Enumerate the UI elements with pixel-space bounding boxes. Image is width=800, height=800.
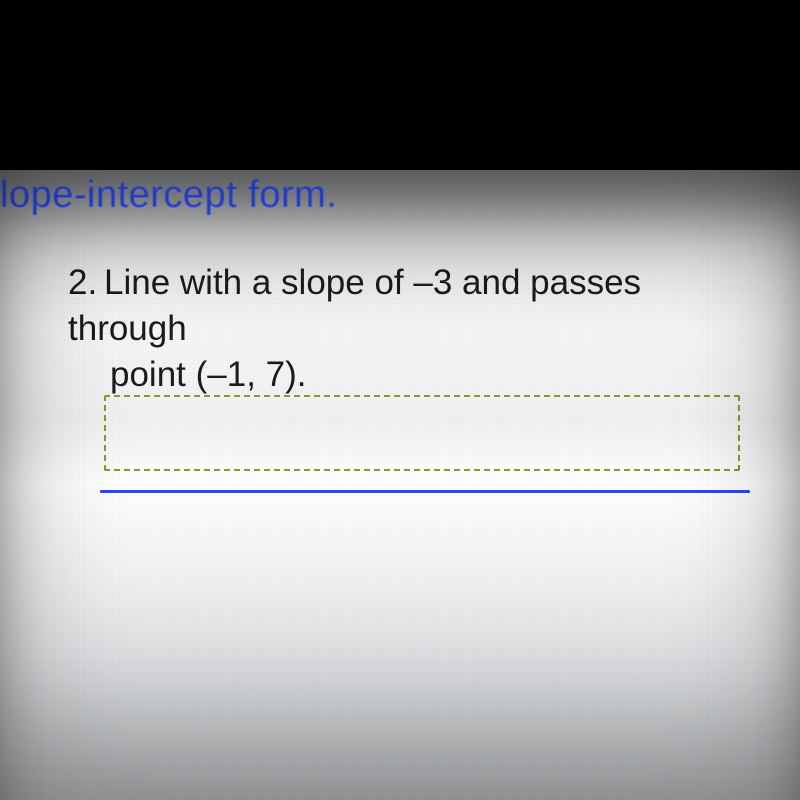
answer-area[interactable] <box>104 395 740 471</box>
answer-input-box[interactable] <box>104 395 740 471</box>
question-number: 2. <box>68 260 104 306</box>
question-2: 2.Line with a slope of –3 and passes thr… <box>68 260 750 399</box>
worksheet-screen: lope-intercept form. 2.Line with a slope… <box>0 170 800 800</box>
answer-underline <box>100 490 750 493</box>
question-line-1: 2.Line with a slope of –3 and passes thr… <box>68 260 750 352</box>
question-text-line2: point (–1, 7). <box>68 352 750 398</box>
section-header-partial: lope-intercept form. <box>0 174 337 217</box>
question-text-line1: Line with a slope of –3 and passes throu… <box>68 263 641 348</box>
